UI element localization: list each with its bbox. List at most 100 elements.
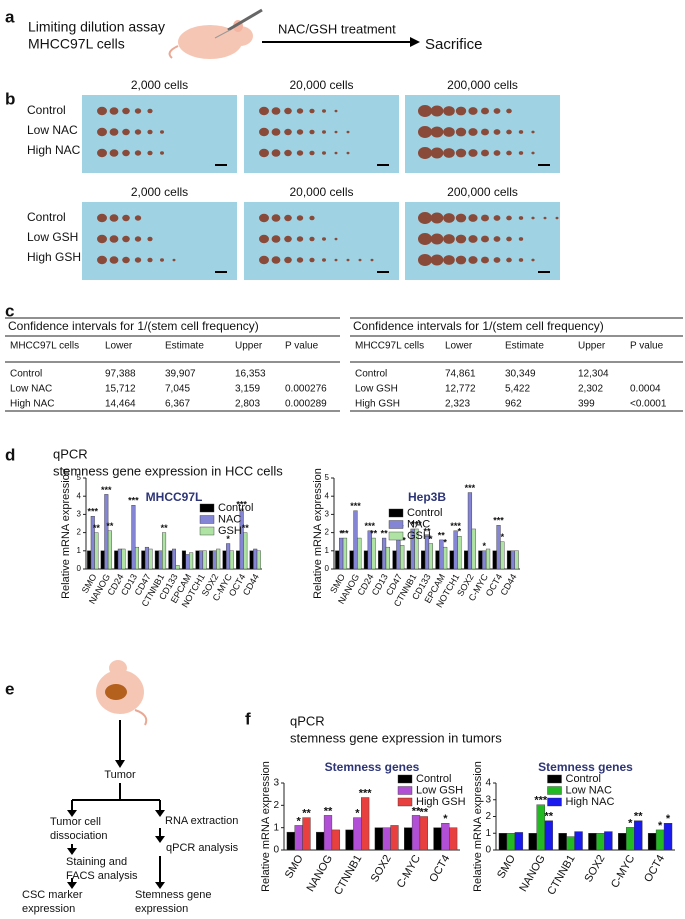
tumor [122, 235, 130, 243]
bar [626, 827, 635, 851]
legend-label: Control [407, 507, 442, 519]
significance: * [339, 528, 343, 538]
tumor [443, 234, 455, 244]
chart-title: MHCC97L [146, 490, 203, 504]
legend-label: GSH [407, 530, 431, 542]
bar [236, 550, 241, 570]
bar [202, 550, 207, 570]
table-cell: 2,302 [578, 384, 603, 395]
tumor [346, 258, 350, 262]
tumor [531, 151, 535, 155]
x-tick-label: NANOG [305, 853, 336, 894]
legend-label: Low GSH [416, 784, 463, 796]
tumor [296, 150, 304, 156]
tumor [455, 106, 467, 116]
significance: ** [341, 528, 349, 538]
table-cell: High GSH [355, 399, 400, 410]
y-tick-label: 2 [77, 528, 82, 537]
tumor [109, 107, 119, 115]
bar [331, 829, 340, 851]
panel-heading: stemness gene expression in HCC cells [53, 463, 283, 478]
bar [229, 550, 234, 570]
significance: * [458, 527, 462, 537]
legend-swatch [397, 797, 413, 807]
tumor [322, 258, 326, 262]
y-tick-label: 0 [77, 564, 82, 573]
y-tick-label: 2 [325, 528, 330, 537]
tumor [259, 255, 269, 265]
bar [392, 550, 397, 570]
bar [604, 831, 613, 851]
x-tick-label: CTNNB1 [332, 853, 364, 897]
bar [634, 820, 643, 851]
bar [131, 505, 136, 570]
bar [353, 817, 362, 851]
tumor [259, 213, 269, 223]
tumor [455, 255, 467, 265]
legend-swatch [547, 786, 562, 795]
bar [104, 494, 109, 570]
y-tick-label: 1 [325, 546, 330, 555]
table-header: Lower [105, 341, 133, 352]
tumor [172, 258, 176, 262]
table-cell: 2,323 [445, 399, 470, 410]
bar [566, 836, 575, 851]
bar [226, 543, 231, 570]
table-header: MHCC97L cells [10, 341, 79, 352]
significance: ** [634, 811, 643, 823]
tumor [481, 149, 489, 157]
bar [510, 550, 515, 570]
y-tick-label: 3 [77, 510, 82, 519]
tumor [134, 150, 142, 156]
flow-node: RNA extraction [165, 815, 238, 827]
tumor [418, 105, 432, 117]
tumor [334, 151, 338, 155]
legend-label: GSH [218, 525, 242, 537]
tumor [147, 108, 153, 114]
tumor [160, 151, 164, 155]
y-tick-label: 5 [325, 473, 330, 482]
bar [378, 550, 383, 570]
table-title: Confidence intervals for 1/(stem cell fr… [353, 319, 604, 333]
bar [441, 823, 450, 851]
bar [361, 797, 370, 851]
bar [574, 831, 583, 851]
bar [100, 550, 105, 570]
bar [492, 550, 497, 570]
table-cell: Control [355, 369, 387, 380]
table-cell: 15,712 [105, 384, 136, 395]
legend-label: High GSH [416, 796, 466, 808]
bar [433, 827, 442, 851]
tumor [259, 106, 269, 116]
y-axis-label: Relative mRNA expression [312, 468, 324, 599]
panel-label: b [5, 89, 15, 108]
y-tick-label: 1 [77, 546, 82, 555]
tumor [468, 214, 478, 222]
bar [464, 550, 469, 570]
tumor [309, 236, 315, 242]
tumor [430, 254, 444, 266]
y-tick-label: 0 [485, 845, 491, 856]
tumor [296, 129, 304, 135]
bar [114, 550, 119, 570]
bar [482, 550, 487, 570]
legend-swatch [547, 774, 562, 784]
tumor [418, 147, 432, 159]
bar [181, 550, 186, 570]
bar [168, 550, 173, 570]
table-header: Lower [445, 341, 473, 352]
significance: * [355, 808, 360, 820]
tumor [468, 149, 478, 157]
significance: ** [161, 523, 169, 533]
x-tick-label: C-MYC [395, 853, 423, 890]
tumor [271, 149, 281, 157]
bar [148, 548, 153, 570]
x-tick-label: C-MYC [609, 853, 637, 890]
bar [506, 833, 516, 851]
photo-title: 200,000 cells [447, 185, 518, 199]
significance: ** [106, 521, 114, 531]
tumor-photo [82, 95, 237, 173]
table-header: P value [285, 341, 319, 352]
table-cell: 3,159 [235, 384, 260, 395]
table-cell: 2,803 [235, 399, 260, 410]
